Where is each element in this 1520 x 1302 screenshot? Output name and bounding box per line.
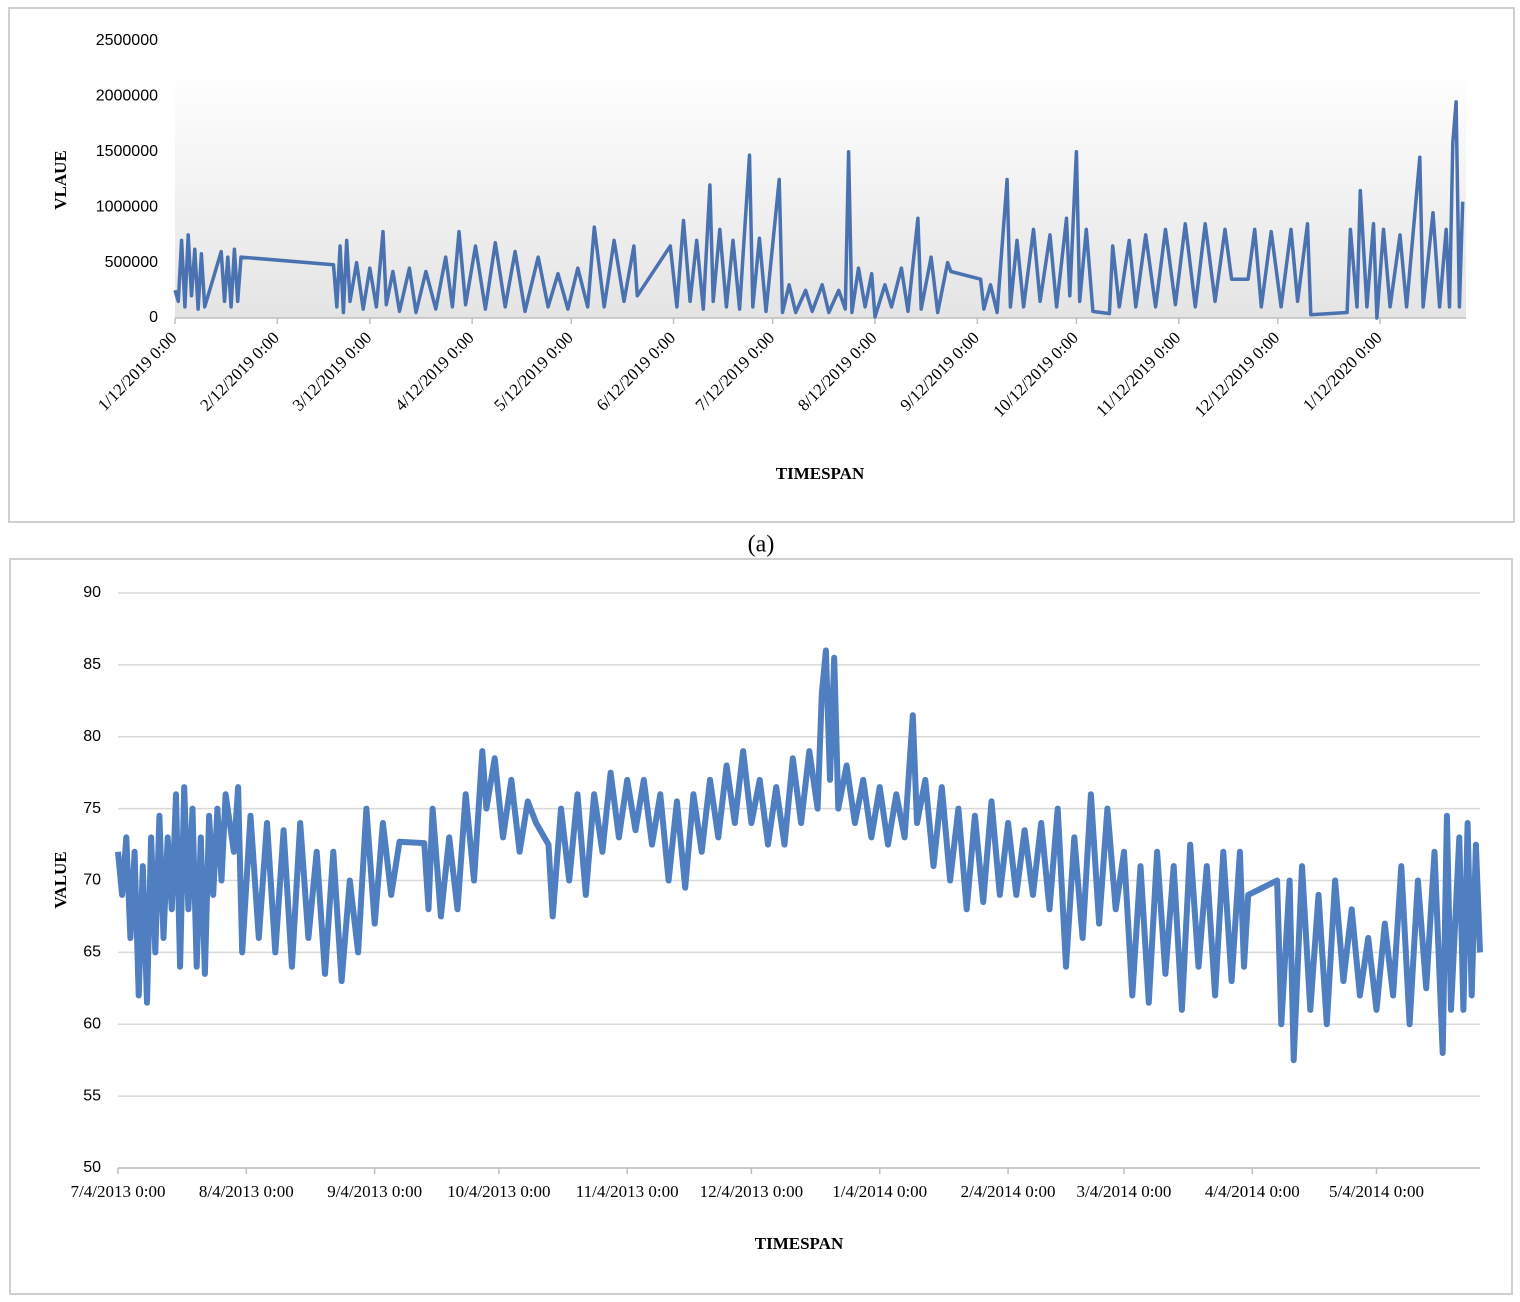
y-tick-label: 75 [83,800,101,817]
y-tick-label: 90 [83,584,101,601]
y-tick-label: 2000000 [96,88,158,105]
y-tick-label: 85 [83,656,101,673]
data-line [173,100,1465,320]
y-tick-label: 60 [83,1015,101,1032]
x-tick-label: 4/4/2014 0:00 [1205,1182,1300,1201]
x-tick-label: 5/4/2014 0:00 [1329,1182,1424,1201]
x-tick-label: 3/4/2014 0:00 [1077,1182,1172,1201]
x-axis-title: TIMESPAN [755,1234,844,1253]
y-tick-label: 1000000 [96,198,158,215]
x-tick-label: 11/4/2013 0:00 [576,1182,679,1201]
y-tick-label: 50 [83,1159,101,1176]
y-tick-label: 65 [83,944,101,961]
y-tick-label: 500000 [105,254,158,271]
y-tick-label: 70 [83,872,101,889]
x-tick-label: 9/4/2013 0:00 [327,1182,422,1201]
y-axis-title: VALUE [51,851,70,908]
x-tick-label: 2/4/2014 0:00 [961,1182,1056,1201]
y-tick-label: 55 [83,1087,101,1104]
y-tick-label: 2500000 [96,32,158,49]
y-tick-label: 80 [83,728,101,745]
data-line [115,647,1483,1064]
y-tick-label: 0 [149,309,158,326]
caption: (a) [748,532,775,558]
x-tick-label: 8/4/2013 0:00 [199,1182,294,1201]
x-tick-label: 7/4/2013 0:00 [71,1182,166,1201]
x-axis-title: TIMESPAN [776,464,865,483]
y-axis-title: VLAUE [51,150,70,210]
x-tick-label: 1/4/2014 0:00 [832,1182,927,1201]
y-tick-label: 1500000 [96,143,158,160]
x-tick-label: 10/4/2013 0:00 [447,1182,550,1201]
x-tick-label: 12/4/2013 0:00 [700,1182,803,1201]
